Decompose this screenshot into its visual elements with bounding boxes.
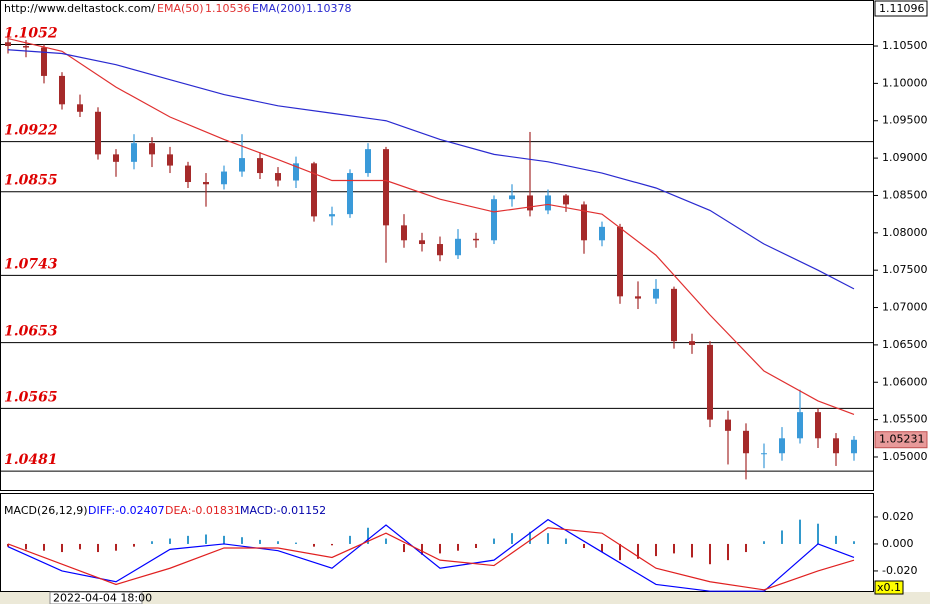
candle-body <box>743 430 749 454</box>
candle-body <box>689 341 695 345</box>
overlay: 1.1052 1.0922 1.0855 1.0743 1.0653 1.0565 1.04… <box>4 0 928 604</box>
macd-plot <box>7 518 855 592</box>
macd-line <box>7 527 855 591</box>
candle-body <box>617 226 623 297</box>
last-price-box <box>874 431 928 449</box>
ema-line <box>7 49 855 290</box>
candle-body <box>635 296 641 299</box>
time-axis <box>0 592 930 604</box>
candle-body <box>203 182 209 185</box>
candle-body <box>473 238 479 241</box>
candle-body <box>77 104 83 112</box>
legend-name: EMA(200) <box>252 2 306 15</box>
candle-body <box>725 419 731 431</box>
candle-body <box>347 173 353 215</box>
candle-body <box>509 195 515 200</box>
y-tick-label: 1.06500 <box>882 338 928 351</box>
candle-body <box>671 288 677 342</box>
y-tick-label: 1.05000 <box>882 450 928 463</box>
candle-body <box>149 143 155 155</box>
candle-body <box>653 288 659 299</box>
candle-body <box>833 438 839 454</box>
date-box <box>49 591 143 604</box>
y-tick-label: 0.020 <box>882 510 914 523</box>
y-tick-label: 0.000 <box>882 537 914 550</box>
candle-body <box>185 165 191 183</box>
y-tick-label: -0.020 <box>882 564 917 577</box>
candle-body <box>527 195 533 211</box>
source-label: http://www.deltastock.com/ <box>4 2 155 15</box>
scale-box <box>874 580 904 595</box>
candle-body <box>383 149 389 226</box>
macd-title: MACD(26,12,9) <box>4 504 88 517</box>
y-tick-label: 1.08000 <box>882 226 928 239</box>
legend-value: 1.10536 <box>205 2 251 15</box>
top-price: 1.11096 <box>879 2 925 15</box>
y-tick-label: 1.10000 <box>882 76 928 89</box>
candle-body <box>707 344 713 420</box>
candle-body <box>419 240 425 245</box>
candle-body <box>5 42 11 47</box>
y-tick-label: 1.07000 <box>882 301 928 314</box>
y-tick-label: 1.10500 <box>882 39 928 52</box>
date-label: 2022-04-04 18:00 <box>53 592 152 604</box>
y-tick-label: 1.05500 <box>882 413 928 426</box>
candle-body <box>239 158 245 172</box>
last-price: 1.05231 <box>879 433 925 446</box>
candle-body <box>437 244 443 256</box>
candle-body <box>275 173 281 181</box>
legend-name: EMA(50) <box>157 2 204 15</box>
candle-body <box>311 163 317 217</box>
candle-body <box>491 199 497 241</box>
y-tick-label: 1.07500 <box>882 263 928 276</box>
main-plot <box>0 32 873 480</box>
candle-body <box>23 46 29 48</box>
candle-body <box>95 111 101 155</box>
level-label: 1.0743 <box>4 256 58 272</box>
candle-body <box>401 225 407 241</box>
level-label: 1.0481 <box>4 452 58 468</box>
level-label: 1.0565 <box>4 389 58 405</box>
candle-body <box>131 143 137 162</box>
candle-body <box>851 439 857 454</box>
legend-name: MACD:-0.01152 <box>240 504 326 517</box>
candle-body <box>815 412 821 439</box>
candle-body <box>167 154 173 166</box>
candle-body <box>761 453 767 455</box>
legend-name: DIFF:-0.02407 <box>88 504 165 517</box>
macd-line <box>7 518 855 592</box>
ema-line <box>7 37 855 415</box>
y-tick-label: 1.09000 <box>882 151 928 164</box>
legend-name: DEA:-0.01831 <box>165 504 241 517</box>
top-price-box <box>874 0 928 17</box>
candle-body <box>581 204 587 241</box>
y-tick-label: 1.09500 <box>882 114 928 127</box>
level-label: 1.0855 <box>4 173 58 189</box>
candle-body <box>221 171 227 185</box>
candle-body <box>545 195 551 211</box>
level-label: 1.0653 <box>4 324 58 340</box>
level-label: 1.1052 <box>4 26 58 42</box>
candle-body <box>329 214 335 217</box>
candle-body <box>365 149 371 174</box>
candle-body <box>455 238 461 256</box>
candle-body <box>563 195 569 205</box>
legend-value: 1.10378 <box>306 2 352 15</box>
candle-body <box>779 438 785 454</box>
y-tick-label: 1.08500 <box>882 188 928 201</box>
candle-body <box>59 75 65 105</box>
scale-label: x0.1 <box>877 581 901 594</box>
level-label: 1.0922 <box>4 123 58 139</box>
candle-body <box>797 412 803 439</box>
candle-body <box>293 163 299 181</box>
candle-body <box>41 47 47 76</box>
candle-body <box>113 154 119 162</box>
candle-body <box>257 158 263 174</box>
candle-body <box>599 226 605 241</box>
y-tick-label: 1.06000 <box>882 375 928 388</box>
